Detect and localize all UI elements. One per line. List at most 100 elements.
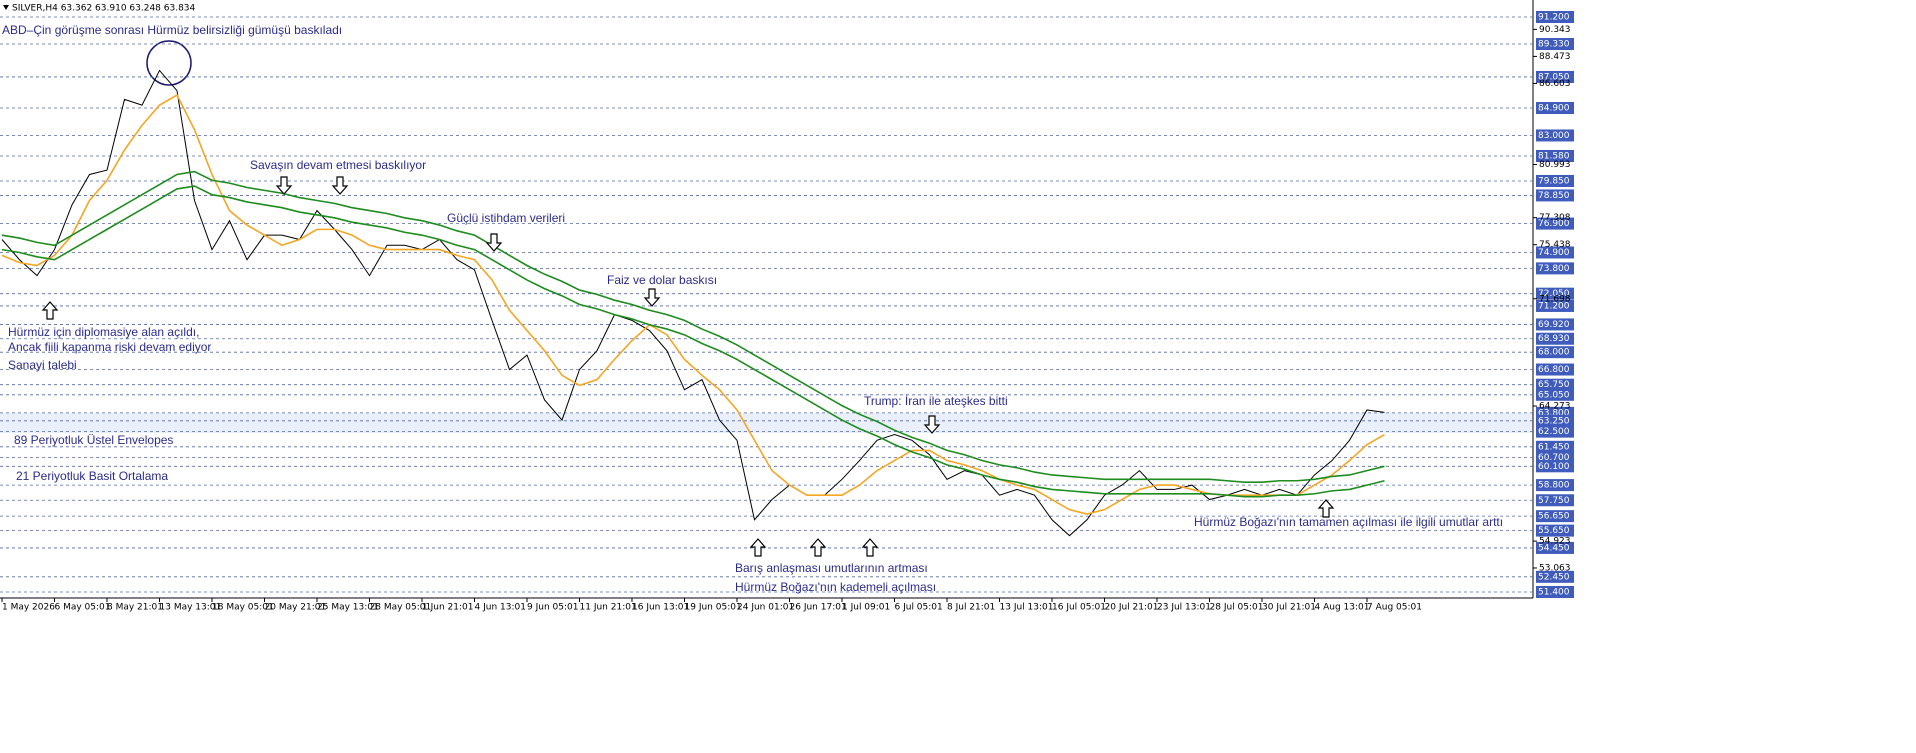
y-tick-label: 64.273 — [1539, 402, 1571, 412]
level-label: 91.200 — [1538, 13, 1570, 23]
level-label: 61.450 — [1538, 442, 1570, 452]
level-box — [1536, 174, 1574, 187]
x-tick-label: 20 May 21:01 — [265, 603, 327, 613]
level-box — [1536, 11, 1574, 24]
level-label: 87.050 — [1538, 72, 1570, 82]
level-label: 54.450 — [1538, 543, 1570, 553]
level-label: 79.850 — [1538, 176, 1570, 186]
x-tick-label: 19 Jun 05:01 — [685, 603, 742, 613]
level-box — [1536, 388, 1574, 401]
x-tick-label: 16 Jul 05:01 — [1052, 603, 1106, 613]
level-box — [1536, 246, 1574, 259]
annotation: ABD–Çin görüşme sonrası Hürmüz belirsizl… — [2, 23, 342, 37]
y-tick-label: 75.438 — [1539, 240, 1571, 250]
level-box — [1536, 102, 1574, 115]
highlight-circle — [146, 40, 192, 86]
level-label: 84.900 — [1538, 104, 1570, 114]
level-label: 66.800 — [1538, 365, 1570, 375]
y-tick-label: 88.473 — [1539, 52, 1571, 62]
level-label: 72.050 — [1538, 289, 1570, 299]
annotation: Hürmüz için diplomasiye alan açıldı, — [8, 325, 199, 339]
level-label: 57.750 — [1538, 496, 1570, 506]
x-tick-label: 1 Jun 21:01 — [422, 603, 473, 613]
annotation: Sanayi talebi — [8, 358, 77, 372]
level-box — [1536, 189, 1574, 202]
level-box — [1536, 299, 1574, 312]
series-line — [1, 185, 1385, 498]
y-tick-label: 86.603 — [1539, 79, 1571, 89]
level-box — [1536, 378, 1574, 391]
level-label: 63.800 — [1538, 408, 1570, 418]
background — [0, 0, 1916, 614]
level-label: 89.330 — [1538, 40, 1570, 50]
up-arrow — [1317, 499, 1335, 518]
x-tick-label: 6 Jul 05:01 — [895, 603, 943, 613]
annotation: Ancak fiili kapanma riski devam ediyor — [8, 340, 211, 354]
level-label: 81.580 — [1538, 151, 1570, 161]
level-label: 51.400 — [1538, 588, 1570, 598]
header: SILVER,H4 63.362 63.910 63.248 63.834 — [12, 4, 196, 14]
annotation: Hürmüz Boğazı'nın tamamen açılması ile i… — [1194, 515, 1503, 529]
level-box — [1536, 510, 1574, 523]
y-tick-label: 77.308 — [1539, 213, 1571, 223]
y-tick-label: 90.343 — [1539, 25, 1571, 35]
y-tick-label: 53.063 — [1539, 563, 1571, 573]
series-line — [1, 170, 1385, 484]
level-box — [1536, 363, 1574, 376]
x-tick-label: 7 Aug 05:01 — [1367, 603, 1422, 613]
level-box — [1536, 414, 1574, 427]
level-box — [1536, 440, 1574, 453]
level-label: 58.800 — [1538, 481, 1570, 491]
x-tick-label: 8 May 21:01 — [107, 603, 163, 613]
annotation: Güçlü istihdam verileri — [447, 211, 565, 225]
level-box — [1536, 217, 1574, 230]
level-label: 68.000 — [1538, 348, 1570, 358]
level-label: 76.900 — [1538, 219, 1570, 229]
annotation: Barış anlaşması umutlarının artması — [735, 561, 928, 575]
level-box — [1536, 494, 1574, 507]
x-tick-label: 4 Aug 13:01 — [1315, 603, 1370, 613]
x-tick-label: 13 Jul 13:01 — [1000, 603, 1054, 613]
down-arrow — [923, 415, 941, 434]
x-tick-label: 16 Jun 13:01 — [632, 603, 689, 613]
level-box — [1536, 586, 1574, 599]
x-tick-label: 4 Jun 13:01 — [475, 603, 526, 613]
level-box — [1536, 38, 1574, 51]
up-arrow — [861, 538, 879, 557]
level-box — [1536, 262, 1574, 275]
level-box — [1536, 479, 1574, 492]
annotation: Savaşın devam etmesi baskılıyor — [250, 158, 426, 172]
menu-icon[interactable] — [3, 5, 9, 10]
level-label: 52.450 — [1538, 572, 1570, 582]
level-box — [1536, 70, 1574, 83]
up-arrow — [749, 538, 767, 557]
x-tick-label: 20 Jul 21:01 — [1105, 603, 1159, 613]
x-tick-label: 30 Jul 21:01 — [1262, 603, 1316, 613]
x-tick-label: 8 Jul 21:01 — [947, 603, 995, 613]
level-box — [1536, 541, 1574, 554]
x-tick-label: 13 May 13:01 — [160, 603, 222, 613]
level-box — [1536, 524, 1574, 537]
annotation: Hürmüz Boğazı'nın kademeli açılması — [735, 580, 936, 594]
level-label: 83.000 — [1538, 131, 1570, 141]
down-arrow — [643, 288, 661, 307]
level-label: 65.050 — [1538, 390, 1570, 400]
level-label: 68.930 — [1538, 334, 1570, 344]
level-box — [1536, 149, 1574, 162]
annotation: 21 Periyotluk Basit Ortalama — [16, 469, 168, 483]
level-label: 73.800 — [1538, 264, 1570, 274]
x-tick-label: 1 May 2026 — [2, 603, 55, 613]
level-box — [1536, 332, 1574, 345]
level-label: 78.850 — [1538, 191, 1570, 201]
x-tick-label: 11 Jun 21:01 — [580, 603, 637, 613]
x-tick-label: 28 May 05:01 — [370, 603, 432, 613]
up-arrow — [809, 538, 827, 557]
level-box — [1536, 425, 1574, 438]
level-box — [1536, 129, 1574, 142]
annotation: 89 Periyotluk Üstel Envelopes — [14, 433, 173, 447]
x-tick-label: 26 Jun 17:01 — [790, 603, 847, 613]
down-arrow — [485, 233, 503, 252]
x-tick-label: 23 Jul 13:01 — [1157, 603, 1211, 613]
level-box — [1536, 318, 1574, 331]
highlight-band — [0, 413, 1533, 433]
